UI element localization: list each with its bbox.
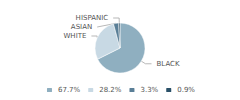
svg-text:3.3%: 3.3% [140, 86, 158, 94]
svg-text:WHITE: WHITE [63, 32, 86, 40]
svg-text:BLACK: BLACK [157, 60, 180, 68]
svg-text:67.7%: 67.7% [58, 86, 81, 94]
svg-text:0.9%: 0.9% [177, 86, 195, 94]
svg-text:ASIAN: ASIAN [71, 23, 92, 31]
svg-text:HISPANIC: HISPANIC [76, 14, 109, 22]
svg-text:28.2%: 28.2% [99, 86, 122, 94]
